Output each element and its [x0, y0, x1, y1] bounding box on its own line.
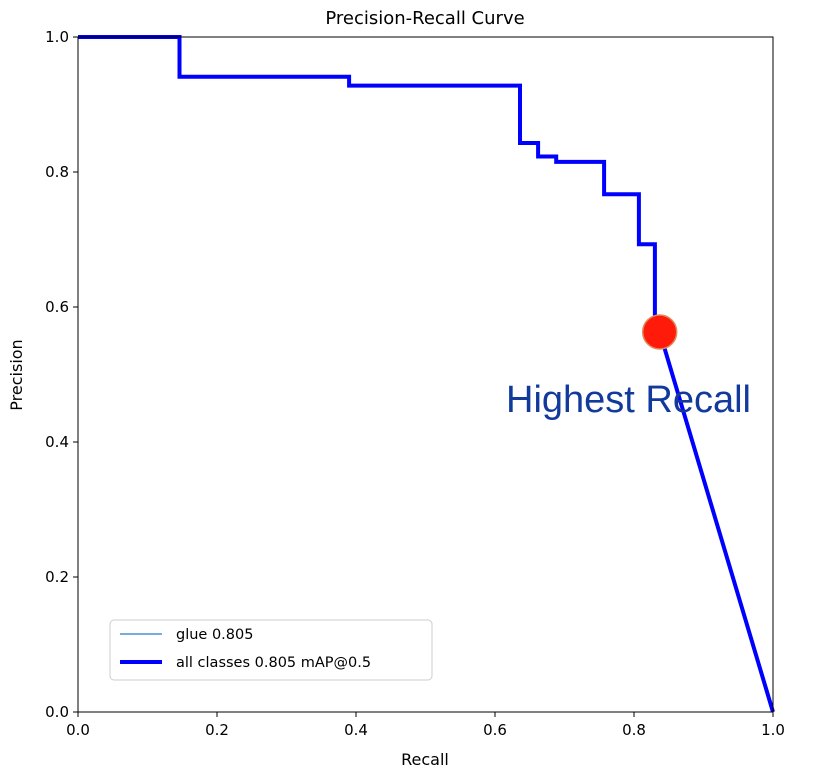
legend-label-glue: glue 0.805 [176, 627, 253, 643]
y-tick-label: 0.0 [45, 703, 69, 721]
x-tick-label: 0.6 [483, 721, 507, 739]
y-tick-label: 0.2 [45, 568, 69, 586]
legend-box [109, 619, 433, 681]
x-tick-label: 0.4 [344, 721, 368, 739]
x-tick-label: 0.0 [66, 721, 90, 739]
y-tick-label: 1.0 [45, 28, 69, 46]
legend-label-all-classes: all classes 0.805 mAP@0.5 [176, 655, 371, 671]
plot-frame [77, 36, 774, 713]
chart-title: Precision-Recall Curve [325, 8, 524, 29]
y-tick-label: 0.8 [45, 163, 69, 181]
x-tick-label: 1.0 [761, 721, 785, 739]
y-tick-label: 0.4 [45, 433, 69, 451]
series-line-all-classes [78, 35, 775, 713]
y-axis-label: Precision [7, 339, 26, 410]
x-tick-label: 0.2 [205, 721, 229, 739]
legend: glue 0.805 all classes 0.805 mAP@0.5 [109, 619, 433, 681]
x-axis-label: Recall [401, 750, 449, 769]
x-tick-label: 0.8 [622, 721, 646, 739]
y-tick-label: 0.6 [45, 298, 69, 316]
highest-recall-annotation: Highest Recall [506, 379, 751, 421]
highest-recall-point [641, 314, 678, 350]
